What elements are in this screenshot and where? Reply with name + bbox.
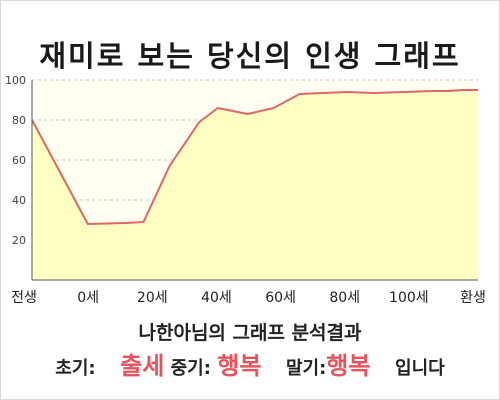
y-tick-60: 60 xyxy=(12,154,26,167)
late-label: 말기: xyxy=(285,358,327,379)
mid-value: 행복 xyxy=(217,352,262,380)
late-value: 행복 xyxy=(326,352,371,380)
x-tick-label: 100세 xyxy=(389,290,429,306)
y-tick-80: 80 xyxy=(12,114,26,127)
x-tick-label: 80세 xyxy=(329,290,360,306)
y-tick-labels: 20 40 60 80 100 xyxy=(5,74,26,247)
y-tick-40: 40 xyxy=(12,194,26,207)
life-area xyxy=(32,90,478,280)
mid-label: 중기: xyxy=(170,358,211,379)
x-tick-label: 전생 xyxy=(11,290,37,306)
page-title: 재미로 보는 당신의 인생 그래프 xyxy=(39,39,461,73)
x-tick-labels: 전생 0세 20세 40세 60세 80세 100세 환생 xyxy=(11,290,486,306)
x-tick-label: 60세 xyxy=(265,290,296,306)
x-tick-label: 0세 xyxy=(77,290,99,306)
verdict-suffix: 입니다 xyxy=(395,358,445,379)
x-tick-label: 20세 xyxy=(137,290,168,306)
analysis-verdict: 초기: 출세 중기: 행복 말기:행복 입니다 xyxy=(0,346,500,381)
chart-axes xyxy=(31,80,478,281)
y-tick-20: 20 xyxy=(12,234,26,247)
y-tick-100: 100 xyxy=(5,74,26,87)
early-value: 출세 xyxy=(120,352,165,380)
analysis-summary: 나한아님의 그래프 분석결과 xyxy=(138,322,362,344)
life-line xyxy=(31,89,478,225)
x-tick-label: 환생 xyxy=(460,290,486,306)
x-tick-label: 40세 xyxy=(201,290,232,306)
life-graph-chart: 20 40 60 80 100 전생 0세 20세 40세 60세 80세 100세 환생 xyxy=(5,74,486,306)
early-label: 초기: xyxy=(55,358,96,379)
